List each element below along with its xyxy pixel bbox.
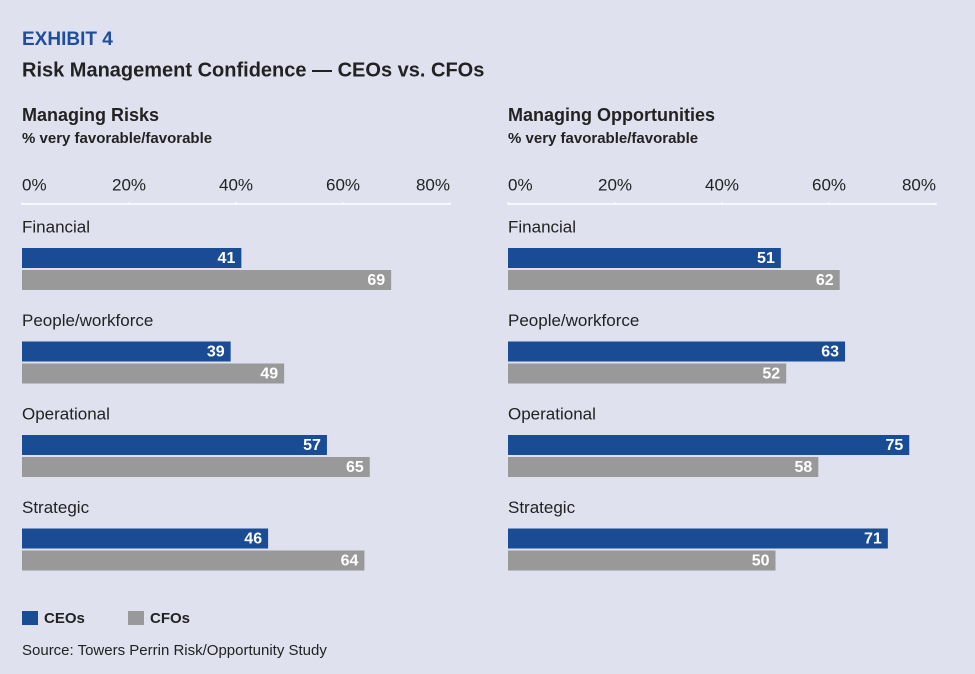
chart-subtitle: % very favorable/favorable	[22, 130, 212, 147]
bar-value-label: 58	[795, 459, 813, 476]
bar	[22, 550, 365, 571]
legend-swatch	[22, 611, 38, 625]
bar	[22, 270, 392, 290]
x-tick-label: 40%	[705, 175, 739, 194]
bar-value-label: 62	[816, 272, 834, 289]
legend-swatch	[128, 611, 144, 625]
legend-label: CEOs	[44, 610, 85, 627]
x-tick-label: 60%	[326, 175, 360, 194]
x-tick-label: 0%	[508, 175, 533, 194]
category-label: Financial	[508, 217, 576, 236]
category-label: Strategic	[22, 498, 90, 517]
bar-value-label: 50	[752, 553, 770, 570]
category-label: People/workforce	[22, 311, 153, 330]
bar-value-label: 63	[821, 344, 839, 361]
x-tick-label: 80%	[416, 175, 450, 194]
bar-value-label: 51	[757, 250, 775, 267]
bar-value-label: 49	[260, 366, 278, 383]
category-label: Strategic	[508, 498, 576, 517]
bar-value-label: 46	[244, 531, 262, 548]
bar	[508, 435, 910, 455]
x-tick-label: 40%	[219, 175, 253, 194]
bar-value-label: 41	[218, 250, 236, 267]
bar	[508, 457, 819, 477]
bar	[508, 550, 776, 571]
bar	[22, 457, 370, 477]
bar	[22, 435, 327, 455]
bar	[508, 270, 840, 290]
bar-value-label: 65	[346, 459, 364, 476]
category-label: Operational	[22, 404, 110, 423]
bar-value-label: 64	[341, 553, 359, 570]
x-tick-label: 0%	[22, 175, 47, 194]
source: Source: Towers Perrin Risk/Opportunity S…	[22, 642, 327, 659]
x-tick-label: 60%	[812, 175, 846, 194]
category-label: Operational	[508, 404, 596, 423]
bar	[508, 363, 787, 384]
x-tick-label: 80%	[902, 175, 936, 194]
chart-title: Managing Opportunities	[508, 105, 715, 125]
bar-value-label: 69	[367, 272, 385, 289]
bar-value-label: 71	[864, 531, 882, 548]
exhibit-label: EXHIBIT 4	[22, 29, 113, 50]
bar-value-label: 39	[207, 344, 225, 361]
category-label: Financial	[22, 217, 90, 236]
chart-title: Managing Risks	[22, 105, 159, 125]
bar-value-label: 57	[303, 437, 321, 454]
bar-value-label: 75	[885, 437, 903, 454]
category-label: People/workforce	[508, 311, 639, 330]
bar	[508, 528, 888, 549]
bar	[508, 248, 781, 268]
bar-value-label: 52	[762, 366, 780, 383]
bar	[508, 341, 846, 362]
x-tick-label: 20%	[112, 175, 146, 194]
bar	[22, 341, 231, 362]
bar	[22, 363, 285, 384]
title: Risk Management Confidence — CEOs vs. CF…	[22, 59, 484, 81]
x-tick-label: 20%	[598, 175, 632, 194]
bar	[22, 248, 242, 268]
legend-label: CFOs	[150, 610, 190, 627]
bar	[22, 528, 269, 549]
chart-subtitle: % very favorable/favorable	[508, 130, 698, 147]
